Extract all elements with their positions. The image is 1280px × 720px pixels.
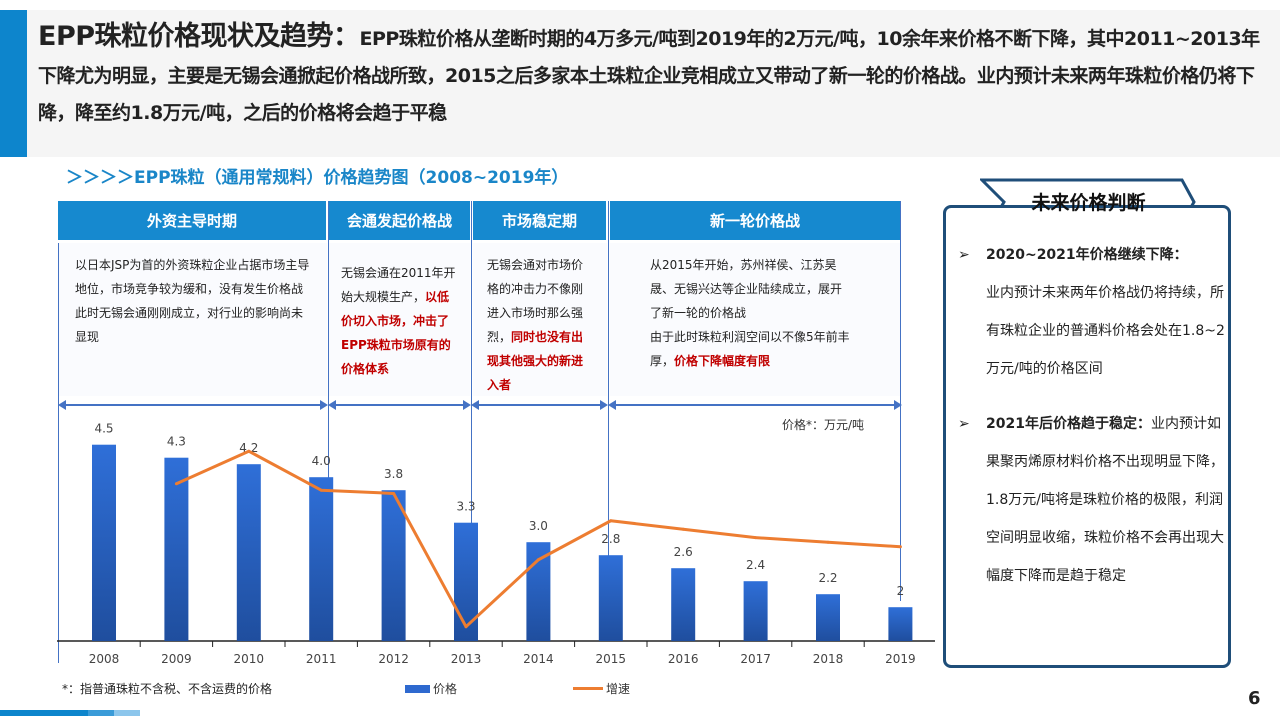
phase-header-1: 外资主导时期 [58,201,326,242]
phase-text: 无锡会通在2011年开始大规模生产， [341,266,456,304]
footer-bar [0,710,88,716]
bar-value-label: 2 [897,584,905,598]
bar-2017 [743,581,768,641]
x-tick-label: 2009 [161,652,192,666]
growth-point-2009 [174,482,178,486]
phase-text: 无锡会通对市场价格的冲击力不像刚进入市场时那么强烈， [487,258,584,344]
future-price-panel [943,205,1231,668]
bar-2013 [454,522,478,641]
x-tick-label: 2015 [596,652,627,666]
legend-price: 价格 [405,680,457,697]
growth-point-2017 [754,536,758,540]
legend-growth: 增速 [573,680,630,697]
bar-value-label: 4.5 [94,422,113,436]
bar-2009 [164,457,189,641]
bar-2011 [309,477,334,641]
arrow-bullet-icon: ➢ [958,416,970,432]
bar-2016 [671,568,696,641]
forecast-text: 业内预计如果聚丙烯原材料价格不出现明显下降，1.8万元/吨将是珠粒价格的极限，利… [986,416,1224,584]
phase-header-3: 市场稳定期 [473,201,606,242]
legend-label: 价格 [433,682,458,696]
period-arrow [471,400,608,410]
growth-point-2014 [536,558,540,562]
phase-highlight: 以低价切入市场，冲击了EPP珠粒市场原有的价格体系 [341,290,451,376]
x-tick-label: 2008 [89,652,120,666]
x-tick-label: 2016 [668,652,699,666]
growth-point-2019 [898,545,902,549]
phase-highlight: 价格下降幅度有限 [674,354,771,368]
growth-point-2016 [681,527,685,531]
x-tick-label: 2012 [378,652,409,666]
forecast-text: 业内预计未来两年价格战仍将持续，所有珠粒企业的普通料价格会处在1.8~2万元/吨… [986,285,1225,377]
bar-value-label: 4.3 [167,435,186,449]
bar-2012 [381,490,406,641]
phase-text: 由于此时珠粒利润空间以不像5年前丰厚， [650,330,850,368]
unit-label: 价格*：万元/吨 [782,418,865,432]
phase-body-2: 无锡会通在2011年开始大规模生产，以低价切入市场，冲击了EPP珠粒市场原有的价… [329,243,470,396]
page-number: 6 [1248,688,1261,709]
phase-text: 以日本JSP为首的外资珠粒企业占据市场主导地位，市场竞争较为缓和，没有发生价格战 [75,258,310,296]
x-tick-label: 2013 [451,652,482,666]
growth-point-2018 [826,540,830,544]
header-summary: EPP珠粒价格从垄断时期的4万多元/吨到2019年的2万元/吨，10余年来价格不… [38,28,1260,124]
bar-2018 [816,594,840,641]
phase-header-2: 会通发起价格战 [329,201,470,242]
bar-2008 [92,444,116,641]
growth-point-2010 [247,449,251,453]
period-arrow [328,400,471,410]
footnote: *：指普通珠粒不含税、不含运费的价格 [62,682,273,696]
growth-point-2012 [392,491,396,495]
x-tick-label: 2011 [306,652,337,666]
growth-point-2015 [609,519,613,523]
x-tick-label: 2018 [813,652,844,666]
bar-value-label: 2.8 [601,532,620,546]
phase-text: 此时无锡会通刚刚成立，对行业的影响尚未显现 [75,306,304,344]
forecast-item-1: ➢ 2020~2021年价格继续下降： 业内预计未来两年价格战仍将持续，所有珠粒企业… [958,236,1226,388]
page-title: EPP珠粒价格现状及趋势： [38,21,360,52]
footer-bar [88,710,114,716]
bar-value-label: 3.8 [384,467,403,481]
bar-2019 [888,607,913,641]
growth-point-2013 [464,625,468,629]
phase-body-3: 无锡会通对市场价格的冲击力不像刚进入市场时那么强烈，同时也没有出现其他强大的新进… [473,243,607,396]
accent-strip [0,10,27,157]
bar-value-label: 3.3 [456,500,475,514]
bar-value-label: 4.0 [312,454,331,468]
period-arrow [608,400,902,410]
bar-value-label: 2.6 [674,545,693,559]
bar-value-label: 2.4 [746,558,765,572]
legend-line-swatch [573,687,603,690]
bar-2010 [236,464,261,641]
legend-label: 增速 [606,682,631,696]
x-tick-label: 2014 [523,652,554,666]
divider-line [58,243,59,663]
x-tick-label: 2017 [740,652,771,666]
bar-value-label: 3.0 [529,519,548,533]
right-panel-title: 未来价格判断 [1031,192,1146,214]
bar-2015 [598,555,623,641]
header-banner: EPP珠粒价格现状及趋势：EPP珠粒价格从垄断时期的4万多元/吨到2019年的2… [0,10,1280,157]
phase-highlight: 同时也没有出现其他强大的新进入者 [487,330,584,392]
period-arrow [58,400,328,410]
phase-body-4: 从2015年开始，苏州祥侯、江苏昊晟、无锡兴达等企业陆续成立，展开了新一轮的价格… [610,243,900,396]
legend-bar-swatch [405,684,430,693]
growth-point-2011 [319,488,323,492]
footer-bar [114,710,140,716]
phase-header-4: 新一轮价格战 [610,201,900,242]
chart-subtitle: ＞＞＞＞EPP珠粒（通用常规料）价格趋势图（2008~2019年） [66,168,569,188]
forecast-heading: 2021年后价格趋于稳定： [986,416,1151,432]
bar-value-label: 2.2 [818,571,837,585]
x-tick-label: 2019 [885,652,916,666]
header-text: EPP珠粒价格现状及趋势：EPP珠粒价格从垄断时期的4万多元/吨到2019年的2… [38,18,1268,132]
bar-2014 [526,542,551,641]
x-tick-label: 2010 [234,652,265,666]
forecast-heading: 2020~2021年价格继续下降： [986,247,1188,263]
arrow-bullet-icon: ➢ [958,247,970,263]
phase-body-1: 以日本JSP为首的外资珠粒企业占据市场主导地位，市场竞争较为缓和，没有发生价格战… [59,243,327,396]
phase-text: 从2015年开始，苏州祥侯、江苏昊晟、无锡兴达等企业陆续成立，展开了新一轮的价格… [650,258,843,320]
forecast-item-2: ➢ 2021年后价格趋于稳定：业内预计如果聚丙烯原材料价格不出现明显下降，1.8万… [958,405,1226,595]
